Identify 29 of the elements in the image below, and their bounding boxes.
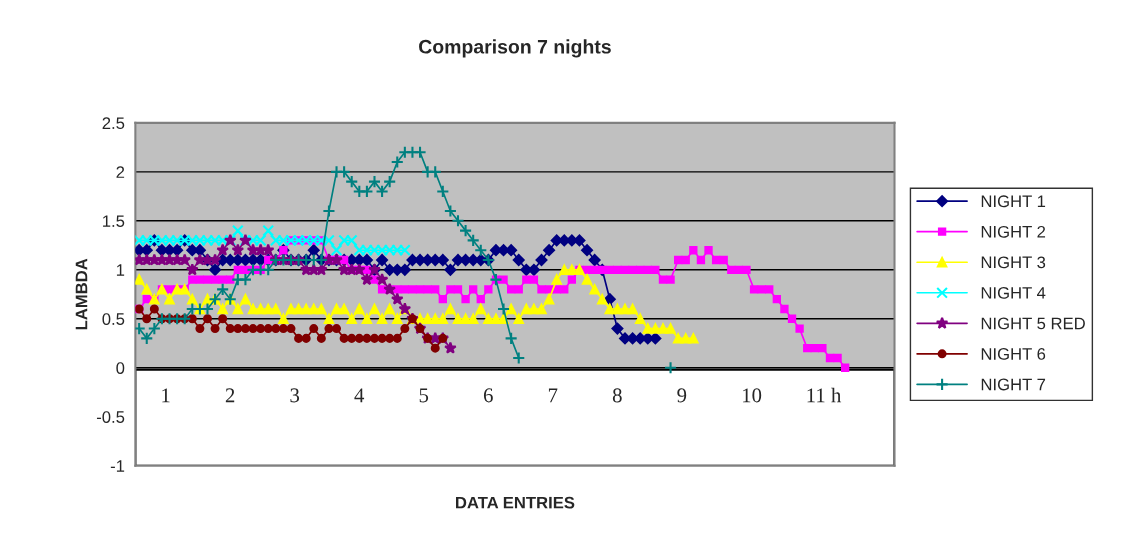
annotation: 8: [612, 388, 622, 403]
y-tick-label: -1: [110, 460, 125, 472]
x-axis-title: DATA ENTRIES: [456, 496, 575, 509]
y-tick-label: 2: [116, 166, 125, 178]
annotation: 10: [742, 388, 762, 403]
annotation: 9: [677, 388, 687, 403]
annotation: 7: [548, 388, 558, 403]
annotation: 6: [483, 388, 493, 403]
legend-label: NIGHT 5 RED: [981, 317, 1085, 330]
legend-label: NIGHT 7: [981, 378, 1046, 391]
y-axis-title: LAMBDA: [75, 258, 88, 330]
annotation: 11 h: [807, 387, 842, 403]
annotation: 4: [354, 388, 365, 403]
annotation: 5: [419, 388, 429, 403]
annotation: 3: [290, 388, 300, 403]
y-tick-label: 0: [116, 362, 125, 374]
legend-label: NIGHT 1: [981, 195, 1046, 208]
legend-label: NIGHT 2: [981, 225, 1046, 238]
y-tick-label: 0.5: [102, 313, 125, 325]
legend-label: NIGHT 6: [981, 348, 1046, 360]
y-tick-label: -0.5: [96, 411, 125, 423]
legend-label: NIGHT 3: [981, 256, 1046, 269]
y-tick-label: 1: [116, 264, 125, 276]
annotation: 1: [162, 388, 170, 403]
legend-label: NIGHT 4: [981, 286, 1046, 299]
chart-title: Comparison 7 nights: [419, 39, 611, 58]
annotation: 2: [225, 388, 235, 403]
y-tick-label: 1.5: [103, 215, 125, 228]
y-tick-label: 2.5: [102, 117, 125, 130]
